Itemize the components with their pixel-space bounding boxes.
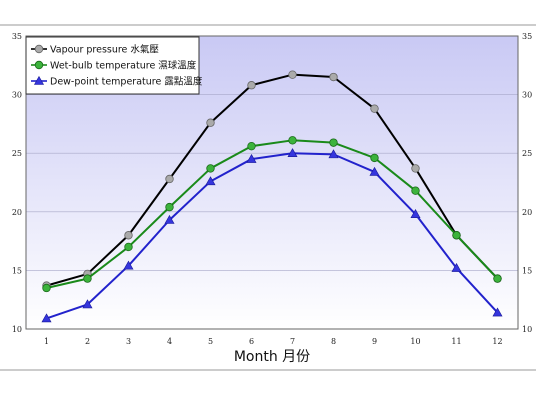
legend: Vapour pressure 水氣壓 Wet-bulb temperature… — [25, 36, 203, 95]
y-tick-label-right: 20 — [522, 208, 532, 217]
x-axis-label: Month 月份 — [234, 349, 310, 365]
y-tick-label-left: 25 — [12, 149, 22, 158]
data-point-1 — [288, 136, 297, 145]
legend-marker-wetbulb — [34, 60, 44, 70]
data-point-1 — [247, 141, 256, 151]
x-tick-label: 5 — [208, 337, 213, 346]
data-point-1 — [83, 274, 92, 283]
data-point-1 — [329, 138, 338, 147]
y-tick-label-right: 10 — [522, 325, 532, 334]
data-point-0 — [124, 231, 133, 240]
data-point-1 — [493, 274, 502, 283]
legend-marker-vapour — [34, 44, 44, 54]
x-tick-label: 9 — [372, 337, 377, 346]
x-tick-label: 2 — [85, 337, 90, 346]
y-tick-label-right: 15 — [522, 266, 532, 275]
y-tick-label-left: 35 — [12, 32, 22, 41]
y-tick-label-right: 30 — [522, 91, 532, 100]
data-point-2 — [492, 307, 503, 317]
data-point-2 — [287, 148, 298, 157]
y-tick-label-left: 30 — [12, 91, 22, 100]
data-point-2 — [328, 149, 339, 159]
data-point-2 — [369, 166, 380, 176]
y-tick-label-left: 15 — [12, 266, 22, 275]
series-group — [41, 70, 503, 323]
data-point-2 — [410, 209, 421, 218]
data-point-1 — [124, 242, 133, 252]
data-point-0 — [165, 174, 174, 184]
data-point-2 — [246, 153, 257, 163]
data-point-0 — [288, 70, 297, 79]
y-tick-label-left: 10 — [12, 325, 22, 334]
x-tick-label: 8 — [331, 337, 336, 346]
x-tick-label: 12 — [492, 337, 502, 346]
data-point-2 — [41, 313, 52, 323]
data-point-0 — [411, 164, 420, 173]
x-tick-label: 4 — [167, 337, 172, 346]
y-tick-label-right: 25 — [522, 149, 532, 158]
legend-marker-dewpoint — [33, 75, 45, 85]
data-point-0 — [370, 104, 379, 113]
x-tick-label: 10 — [410, 337, 420, 346]
x-tick-label: 7 — [290, 337, 295, 346]
data-point-0 — [206, 118, 215, 127]
legend-label-vapour: Vapour pressure 水氣壓 — [50, 44, 159, 56]
series-line-0 — [46, 73, 499, 287]
legend-label-dewpoint: Dew-point temperature 露點溫度 — [50, 76, 203, 88]
data-point-1 — [42, 283, 51, 293]
series-line-2 — [46, 152, 499, 320]
legend-label-wetbulb: Wet-bulb temperature 濕球溫度 — [50, 60, 197, 72]
data-point-2 — [123, 260, 134, 270]
series-line-1 — [46, 139, 499, 289]
data-point-1 — [452, 231, 461, 240]
data-point-0 — [329, 72, 338, 82]
y-tick-label-left: 20 — [12, 208, 22, 217]
data-point-2 — [164, 214, 175, 224]
data-point-1 — [165, 202, 174, 212]
plot-border — [25, 35, 519, 330]
legend-box — [25, 36, 200, 95]
data-point-2 — [451, 262, 462, 272]
x-tick-label: 6 — [249, 337, 254, 346]
data-point-1 — [206, 164, 215, 173]
data-point-1 — [411, 186, 420, 195]
x-tick-label: 1 — [44, 337, 49, 346]
data-point-2 — [82, 299, 93, 309]
y-tick-label-right: 35 — [522, 32, 532, 41]
data-point-1 — [370, 153, 379, 163]
x-tick-label: 3 — [126, 337, 131, 346]
data-point-2 — [205, 176, 216, 186]
x-tick-label: 11 — [451, 337, 461, 346]
data-point-0 — [247, 81, 256, 90]
